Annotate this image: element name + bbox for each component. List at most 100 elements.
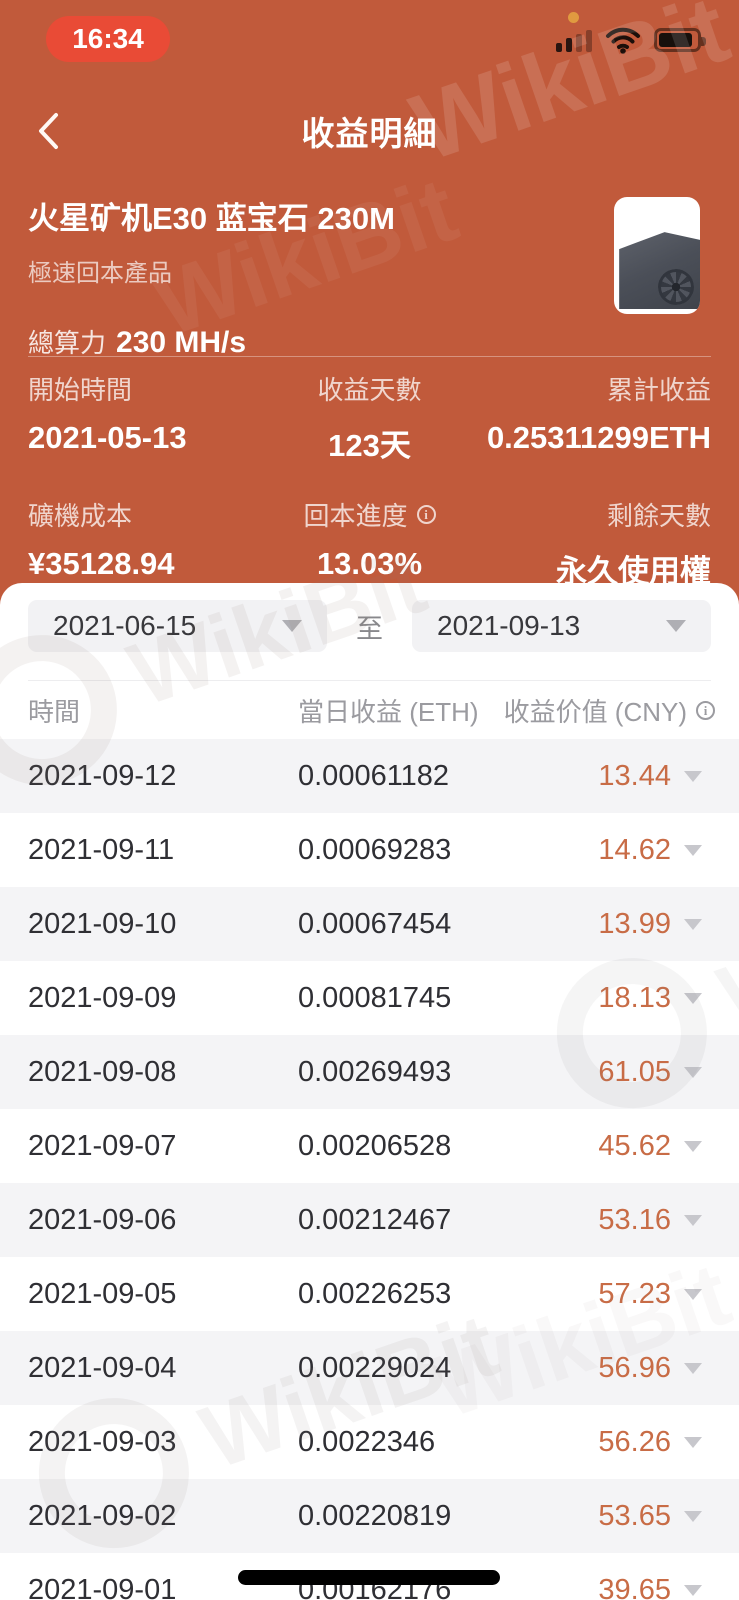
row-eth-value: 0.00212467 [298, 1203, 452, 1236]
row-eth-value: 0.00229024 [298, 1351, 452, 1384]
stat-miner-cost: 礦機成本 ¥35128.94 [28, 496, 256, 591]
product-image [614, 197, 700, 314]
row-date: 2021-09-09 [28, 981, 177, 1014]
date-range-filter: 2021-06-15 至 2021-09-13 [0, 583, 739, 652]
col-header-cny: 收益价值 (CNY) [504, 692, 715, 729]
row-eth-value: 0.00061182 [298, 759, 450, 792]
miner-fan [657, 268, 694, 305]
row-cny-value: 56.96 [598, 1351, 671, 1384]
chevron-down-icon[interactable] [684, 918, 702, 930]
stat-remaining-days: 剩餘天數 永久使用權 [483, 496, 711, 591]
row-date: 2021-09-05 [28, 1277, 177, 1310]
product-header: 火星矿机E30 蓝宝石 230M 極速回本產品 總算力 230 MH/s [28, 201, 609, 360]
table-row[interactable]: 2021-09-07 0.00206528 45.62 [0, 1109, 739, 1183]
row-eth-value: 0.00069283 [298, 833, 452, 866]
home-indicator[interactable] [238, 1570, 500, 1585]
row-date: 2021-09-04 [28, 1351, 177, 1384]
table-row[interactable]: 2021-09-03 0.0022346 56.26 [0, 1405, 739, 1479]
row-date: 2021-09-10 [28, 907, 177, 940]
stats-grid: 開始時間 2021-05-13 收益天數 123天 累計收益 0.2531129… [28, 370, 711, 591]
row-cny-value: 39.65 [598, 1573, 671, 1600]
info-icon[interactable] [416, 505, 436, 524]
earnings-table-body: 2021-09-12 0.00061182 13.44 2021-09-11 0… [0, 739, 739, 1600]
col-header-eth: 當日收益 (ETH) [298, 696, 479, 727]
stat-label: 開始時間 [28, 375, 133, 405]
table-row[interactable]: 2021-09-06 0.00212467 53.16 [0, 1183, 739, 1257]
chevron-down-icon[interactable] [684, 1140, 702, 1152]
navbar: 收益明細 [0, 103, 739, 159]
chevron-down-icon[interactable] [684, 1214, 702, 1226]
row-cny-value: 53.16 [598, 1203, 671, 1236]
info-icon[interactable] [696, 700, 715, 720]
row-eth-value: 0.0022346 [298, 1425, 436, 1458]
chevron-down-icon[interactable] [684, 844, 702, 856]
chevron-down-icon[interactable] [684, 770, 702, 782]
col-header-cny-label: 收益价值 (CNY) [503, 696, 687, 727]
chevron-down-icon[interactable] [684, 1362, 702, 1374]
status-bar: 16:34 [0, 0, 739, 80]
stat-value: 123天 [328, 428, 411, 463]
hashrate-value: 230 MH/s [116, 326, 247, 360]
back-button[interactable] [26, 107, 70, 155]
row-date: 2021-09-02 [28, 1499, 177, 1532]
chevron-down-icon[interactable] [684, 1584, 702, 1596]
table-row[interactable]: 2021-09-11 0.00069283 14.62 [0, 813, 739, 887]
table-row[interactable]: 2021-09-10 0.00067454 13.99 [0, 887, 739, 961]
stat-value: 0.25311299ETH [486, 420, 712, 455]
stat-value: 13.03% [316, 546, 423, 581]
table-row[interactable]: 2021-09-08 0.00269493 61.05 [0, 1035, 739, 1109]
row-date: 2021-09-01 [28, 1573, 177, 1600]
stat-total-earnings: 累計收益 0.25311299ETH [483, 370, 711, 465]
status-icons [556, 26, 706, 54]
table-row[interactable]: 2021-09-01 0.00162176 39.65 [0, 1553, 739, 1600]
stat-value: 2021-05-13 [28, 420, 187, 455]
row-eth-value: 0.00081745 [298, 981, 452, 1014]
table-row[interactable]: 2021-09-12 0.00061182 13.44 [0, 739, 739, 813]
row-date: 2021-09-07 [28, 1129, 177, 1162]
row-cny-value: 13.99 [598, 907, 671, 940]
table-row[interactable]: 2021-09-09 0.00081745 18.13 [0, 961, 739, 1035]
row-date: 2021-09-11 [28, 833, 175, 866]
table-row[interactable]: 2021-09-02 0.00220819 53.65 [0, 1479, 739, 1553]
divider [28, 356, 711, 357]
chevron-down-icon[interactable] [684, 1066, 702, 1078]
row-date: 2021-09-12 [28, 759, 177, 792]
row-date: 2021-09-06 [28, 1203, 177, 1236]
page-title: 收益明細 [301, 115, 438, 152]
row-cny-value: 53.65 [598, 1499, 671, 1532]
product-name: 火星矿机E30 蓝宝石 230M [28, 201, 395, 236]
hashrate-label: 總算力 [28, 328, 107, 359]
stat-value: ¥35128.94 [28, 546, 175, 581]
chevron-down-icon [666, 620, 686, 632]
row-date: 2021-09-03 [28, 1425, 177, 1458]
start-date-picker[interactable]: 2021-06-15 [28, 600, 327, 652]
mic-indicator-icon [568, 12, 579, 23]
start-date-value: 2021-06-15 [53, 610, 197, 641]
chevron-down-icon[interactable] [684, 1510, 702, 1522]
chevron-down-icon[interactable] [684, 1436, 702, 1448]
chevron-down-icon[interactable] [684, 1288, 702, 1300]
row-date: 2021-09-08 [28, 1055, 177, 1088]
wifi-icon [606, 27, 640, 54]
table-header: 時間 當日收益 (ETH) 收益价值 (CNY) [0, 681, 739, 739]
table-row[interactable]: 2021-09-05 0.00226253 57.23 [0, 1257, 739, 1331]
chevron-down-icon[interactable] [684, 992, 702, 1004]
stat-start-time: 開始時間 2021-05-13 [28, 370, 256, 465]
end-date-picker[interactable]: 2021-09-13 [412, 600, 711, 652]
product-tag: 極速回本產品 [28, 260, 172, 288]
row-eth-value: 0.00067454 [298, 907, 452, 940]
row-eth-value: 0.00220819 [298, 1499, 452, 1532]
stat-payback-progress: 回本進度 13.03% [256, 496, 484, 591]
stat-label: 累計收益 [607, 375, 712, 405]
status-time-pill[interactable]: 16:34 [46, 16, 170, 62]
row-cny-value: 45.62 [598, 1129, 671, 1162]
row-cny-value: 56.26 [598, 1425, 671, 1458]
table-row[interactable]: 2021-09-04 0.00229024 56.96 [0, 1331, 739, 1405]
chevron-left-icon [39, 113, 58, 149]
stat-earning-days: 收益天數 123天 [256, 370, 484, 465]
col-header-time: 時間 [28, 696, 81, 727]
stat-label: 收益天數 [317, 375, 422, 405]
earnings-card: 2021-06-15 至 2021-09-13 時間 當日收益 (ETH) 收益… [0, 583, 739, 1600]
stat-label: 礦機成本 [28, 501, 133, 531]
